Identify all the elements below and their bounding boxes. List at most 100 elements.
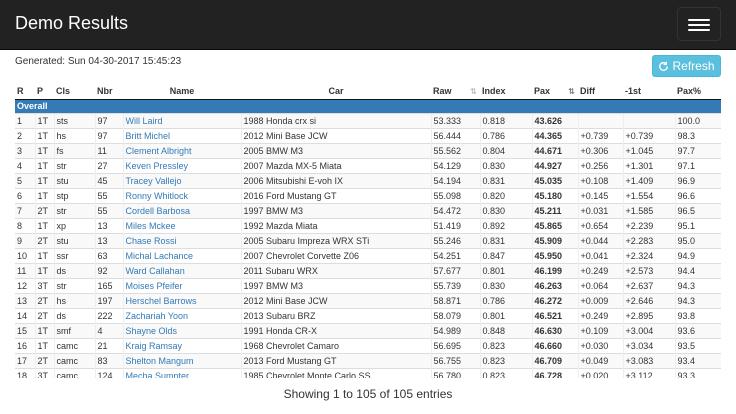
cell-diff: +0.739 bbox=[577, 127, 623, 143]
col-header-raw[interactable]: Raw ⇅ bbox=[431, 84, 480, 100]
col-header-nbr[interactable]: Nbr bbox=[95, 84, 123, 100]
cell-first: +3.034 bbox=[622, 337, 675, 353]
cell-name[interactable]: Miles Mckee bbox=[122, 217, 241, 233]
cell-name[interactable]: Keven Pressley bbox=[122, 157, 241, 173]
cell-pax: 45.180 bbox=[531, 187, 578, 203]
cell-p: 3T bbox=[34, 277, 54, 293]
cell-car: 1992 Mazda Miata bbox=[240, 217, 431, 233]
cell-pax: 46.630 bbox=[531, 322, 578, 338]
menu-toggle-button[interactable] bbox=[677, 7, 721, 41]
cell-index: 0.831 bbox=[479, 172, 532, 188]
cell-cls: ds bbox=[53, 262, 95, 278]
cell-name[interactable]: Ward Callahan bbox=[122, 262, 241, 278]
cell-paxpct: 93.3 bbox=[674, 367, 721, 378]
refresh-button[interactable]: Refresh bbox=[652, 55, 721, 77]
col-header-diff[interactable]: Diff bbox=[578, 84, 623, 100]
cell-diff: +0.306 bbox=[577, 142, 623, 158]
table-row: 9 2T stu 13 Chase Rossi 2005 Subaru Impreza W… bbox=[15, 232, 721, 248]
cell-paxpct: 93.5 bbox=[674, 337, 721, 353]
table-row: 18 3T camc 124 Mecha Sumpter 1985 Chevrolet M… bbox=[15, 367, 721, 378]
col-header-name[interactable]: Name bbox=[123, 84, 241, 100]
col-header-cls[interactable]: Cls bbox=[54, 84, 95, 100]
col-header-pax[interactable]: Pax ⇅ bbox=[532, 84, 578, 100]
cell-name[interactable]: Will Laird bbox=[122, 112, 241, 128]
cell-nbr: 83 bbox=[94, 352, 123, 368]
cell-nbr: 124 bbox=[94, 367, 123, 378]
cell-name[interactable]: Herschel Barrows bbox=[122, 292, 241, 308]
cell-cls: stp bbox=[53, 187, 95, 203]
cell-first: +2.573 bbox=[622, 262, 675, 278]
cell-p: 1T bbox=[34, 322, 54, 338]
cell-raw: 54.129 bbox=[430, 157, 480, 173]
table-row: 17 2T camc 83 Shelton Mangum 2013 Ford Mustan… bbox=[15, 352, 721, 368]
cell-diff: +0.109 bbox=[577, 322, 623, 338]
cell-car: 2006 Mitsubishi E-voh IX bbox=[240, 172, 431, 188]
cell-name[interactable]: Ronny Whitlock bbox=[122, 187, 241, 203]
cell-r: 3 bbox=[15, 142, 35, 158]
cell-diff: +0.256 bbox=[577, 157, 623, 173]
cell-name[interactable]: Moises Pfeifer bbox=[122, 277, 241, 293]
cell-pax: 45.035 bbox=[531, 172, 578, 188]
cell-index: 0.848 bbox=[479, 322, 532, 338]
cell-raw: 58.871 bbox=[430, 292, 480, 308]
cell-p: 1T bbox=[34, 112, 54, 128]
cell-name[interactable]: Britt Michel bbox=[122, 127, 241, 143]
cell-first: +2.283 bbox=[622, 232, 675, 248]
cell-first bbox=[622, 112, 675, 128]
cell-r: 14 bbox=[15, 307, 35, 323]
cell-first: +3.004 bbox=[622, 322, 675, 338]
col-header-car[interactable]: Car bbox=[241, 84, 431, 100]
cell-name[interactable]: Cordell Barbosa bbox=[122, 202, 241, 218]
table-info: Showing 1 to 105 of 105 entries bbox=[283, 387, 453, 401]
cell-cls: str bbox=[53, 277, 95, 293]
cell-p: 1T bbox=[34, 142, 54, 158]
cell-name[interactable]: Clement Albright bbox=[122, 142, 241, 158]
col-header-index[interactable]: Index bbox=[480, 84, 532, 100]
cell-name[interactable]: Shayne Olds bbox=[122, 322, 241, 338]
table-row: 6 1T stp 55 Ronny Whitlock 2016 Ford Mustang … bbox=[15, 187, 721, 203]
col-header-first[interactable]: -1st bbox=[623, 84, 675, 100]
cell-p: 1T bbox=[34, 127, 54, 143]
cell-p: 3T bbox=[34, 367, 54, 378]
cell-diff: +0.009 bbox=[577, 292, 623, 308]
cell-first: +0.739 bbox=[622, 127, 675, 143]
cell-name[interactable]: Shelton Mangum bbox=[122, 352, 241, 368]
col-header-p[interactable]: P bbox=[35, 84, 54, 100]
cell-cls: stu bbox=[53, 172, 95, 188]
cell-name[interactable]: Kraig Ramsay bbox=[122, 337, 241, 353]
cell-raw: 53.333 bbox=[430, 112, 480, 128]
cell-paxpct: 94.9 bbox=[674, 247, 721, 263]
results-table-container[interactable]: R P Cls Nbr Name Car Raw ⇅ Index Pax ⇅ Dif… bbox=[15, 84, 721, 378]
cell-nbr: 55 bbox=[94, 202, 123, 218]
cell-name[interactable]: Chase Rossi bbox=[122, 232, 241, 248]
navbar-brand[interactable]: Demo Results bbox=[15, 13, 129, 33]
cell-nbr: 97 bbox=[94, 127, 123, 143]
table-row: 3 1T fs 11 Clement Albright 2005 BMW M3 55.562… bbox=[15, 142, 721, 158]
cell-raw: 56.755 bbox=[430, 352, 480, 368]
navbar: Demo Results bbox=[0, 0, 736, 50]
cell-p: 1T bbox=[34, 217, 54, 233]
col-header-pax-label: Pax bbox=[534, 86, 551, 97]
cell-nbr: 222 bbox=[94, 307, 123, 323]
cell-name[interactable]: Tracey Vallejo bbox=[122, 172, 241, 188]
cell-name[interactable]: Zachariah Yoon bbox=[122, 307, 241, 323]
table-row: 15 1T smf 4 Shayne Olds 1991 Honda CR-X 54.989… bbox=[15, 322, 721, 338]
cell-name[interactable]: Mecha Sumpter bbox=[122, 367, 241, 378]
cell-cls: camc bbox=[53, 352, 95, 368]
cell-first: +1.409 bbox=[622, 172, 675, 188]
cell-raw: 54.194 bbox=[430, 172, 480, 188]
cell-name[interactable]: Michal Lachance bbox=[122, 247, 241, 263]
col-header-paxpct[interactable]: Pax% bbox=[675, 84, 721, 100]
cell-pax: 46.660 bbox=[531, 337, 578, 353]
cell-r: 17 bbox=[15, 352, 35, 368]
table-row: 4 1T str 27 Keven Pressley 2007 Mazda MX-5 Mi… bbox=[15, 157, 721, 173]
cell-paxpct: 97.7 bbox=[674, 142, 721, 158]
cell-diff: +0.030 bbox=[577, 337, 623, 353]
cell-index: 0.823 bbox=[479, 367, 532, 378]
col-header-r[interactable]: R bbox=[15, 84, 35, 100]
cell-cls: str bbox=[53, 157, 95, 173]
cell-r: 13 bbox=[15, 292, 35, 308]
cell-car: 2007 Chevrolet Corvette Z06 bbox=[240, 247, 431, 263]
cell-cls: hs bbox=[53, 292, 95, 308]
cell-p: 1T bbox=[34, 187, 54, 203]
